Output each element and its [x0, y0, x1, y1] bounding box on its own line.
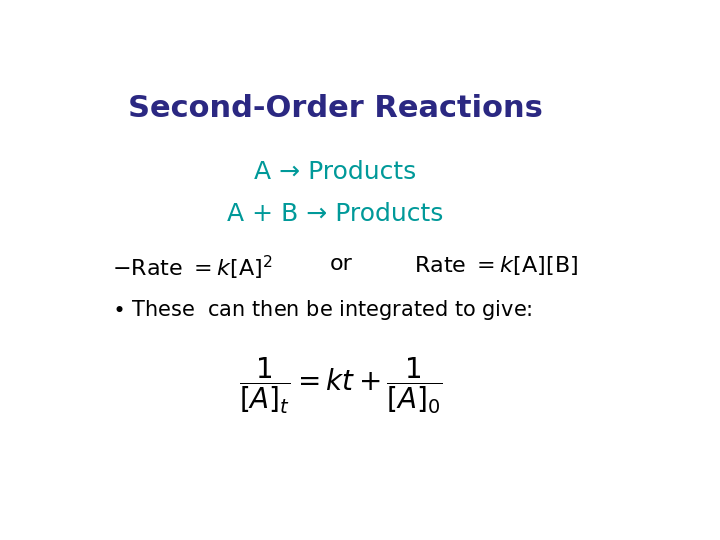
Text: $\bullet$ These  can then be integrated to give:: $\bullet$ These can then be integrated t… — [112, 298, 533, 322]
Text: Second-Order Reactions: Second-Order Reactions — [128, 94, 543, 123]
Text: $\dfrac{1}{[\mathit{A}]_t} = \mathit{k}t + \dfrac{1}{[\mathit{A}]_0}$: $\dfrac{1}{[\mathit{A}]_t} = \mathit{k}t… — [239, 356, 443, 416]
Text: Rate $= \mathit{k}$[A][B]: Rate $= \mathit{k}$[A][B] — [413, 254, 577, 277]
Text: A → Products: A → Products — [254, 160, 417, 185]
Text: or: or — [330, 254, 353, 274]
Text: A + B → Products: A + B → Products — [228, 202, 444, 226]
Text: $-$Rate $= \mathit{k}$[A]$^2$: $-$Rate $= \mathit{k}$[A]$^2$ — [112, 254, 273, 282]
